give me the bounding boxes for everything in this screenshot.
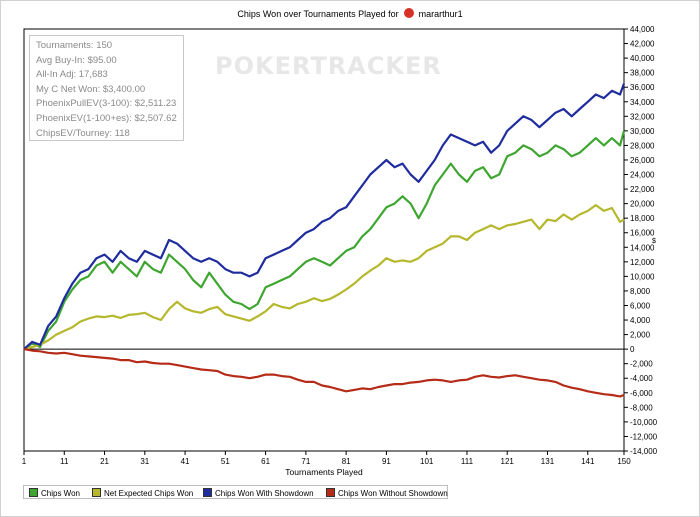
legend-item-chips-won: Chips Won	[29, 488, 80, 498]
stat-tournaments: Tournaments: 150	[36, 40, 113, 51]
x-tick-label: 101	[420, 457, 434, 466]
plot-area	[23, 28, 625, 452]
x-tick-label: 121	[501, 457, 515, 466]
y-tick-label: 30,000	[630, 127, 655, 136]
x-tick-label: 150	[617, 457, 631, 466]
y-tick-label: 42,000	[630, 40, 655, 49]
y-tick-label: 22,000	[630, 185, 655, 194]
stat-net-won: My C Net Won: $3,400.00	[36, 83, 146, 95]
y-tick-label: 2,000	[630, 331, 651, 340]
y-tick-label: 28,000	[630, 141, 655, 150]
x-tick-label: 131	[541, 457, 555, 466]
x-tick-label: 111	[461, 457, 474, 466]
legend-label-net-expected: Net Expected Chips Won	[104, 489, 194, 498]
legend-item-with-showdown: Chips Won With Showdown	[203, 488, 314, 498]
chart-title-player: mararthur1	[418, 9, 463, 19]
chart-title: Chips Won over Tournaments Played for ma…	[0, 8, 700, 19]
y-tick-label: 40,000	[630, 54, 655, 63]
y-tick-label: 6,000	[630, 301, 651, 310]
stats-box: Tournaments: 150 Avg Buy-In: $95.00 All-…	[29, 35, 184, 141]
y-unit-label: $	[652, 238, 656, 245]
x-tick-label: 71	[301, 457, 310, 466]
x-tick-label: 61	[261, 457, 270, 466]
legend-item-net-expected: Net Expected Chips Won	[92, 488, 193, 498]
stat-avg-buy-in: Avg Buy-In: $95.00	[36, 54, 117, 66]
x-tick-label: 21	[100, 457, 109, 466]
chart-title-text: Chips Won over Tournaments Played for	[237, 9, 399, 19]
y-tick-label: -6,000	[630, 389, 653, 398]
y-tick-label: 44,000	[630, 25, 655, 34]
x-axis-label: Tournaments Played	[285, 467, 363, 477]
legend: Chips Won Net Expected Chips Won Chips W…	[23, 485, 448, 499]
x-tick-label: 1	[22, 457, 27, 466]
y-tick-label: -2,000	[630, 360, 653, 369]
y-tick-label: -8,000	[630, 403, 653, 412]
x-tick-label: 81	[342, 457, 351, 466]
y-tick-label: 18,000	[630, 214, 655, 223]
y-tick-label: 0	[630, 345, 635, 354]
x-tick-label: 41	[181, 457, 190, 466]
x-tick-label: 31	[140, 457, 149, 466]
legend-swatch-chips-won	[29, 488, 38, 497]
y-tick-label: -10,000	[630, 418, 658, 427]
legend-swatch-net-expected	[92, 488, 101, 497]
y-tick-label: 36,000	[630, 83, 655, 92]
legend-swatch-without-showdown	[326, 488, 335, 497]
y-tick-label: 8,000	[630, 287, 651, 296]
x-tick-label: 11	[60, 457, 69, 466]
legend-label-without-showdown: Chips Won Without Showdown	[338, 489, 448, 498]
stat-all-in-adj: All-In Adj: 17,683	[36, 69, 108, 81]
legend-swatch-with-showdown	[203, 488, 212, 497]
x-tick-label: 51	[221, 457, 230, 466]
stat-phoenix-pull-ev: PhoenixPullEV(3-100): $2,511.23	[36, 98, 177, 110]
y-tick-label: -14,000	[630, 447, 658, 456]
y-tick-label: 24,000	[630, 171, 655, 180]
legend-item-without-showdown: Chips Won Without Showdown	[326, 488, 448, 498]
y-tick-label: 34,000	[630, 98, 655, 107]
y-tick-label: 4,000	[630, 316, 651, 325]
series-line-1	[23, 204, 625, 351]
y-tick-label: 14,000	[630, 243, 655, 252]
series-line-2	[23, 83, 626, 350]
x-tick-label: 141	[581, 457, 595, 466]
x-tick-label: 91	[382, 457, 391, 466]
series-line-0	[23, 130, 626, 350]
pokertracker-watermark: POKERTRACKER	[215, 52, 442, 80]
y-tick-label: 12,000	[630, 258, 655, 267]
y-tick-label: 20,000	[630, 200, 655, 209]
series-line-3	[23, 348, 625, 398]
pokertracker-logo-icon	[404, 8, 415, 18]
stat-chips-ev: ChipsEV/Tourney: 118	[36, 127, 130, 139]
y-tick-label: 10,000	[630, 272, 655, 281]
legend-label-chips-won: Chips Won	[41, 489, 80, 498]
y-tick-label: 38,000	[630, 69, 655, 78]
y-tick-label: 26,000	[630, 156, 655, 165]
y-tick-label: 32,000	[630, 112, 655, 121]
y-tick-label: 16,000	[630, 229, 655, 238]
legend-label-with-showdown: Chips Won With Showdown	[215, 489, 314, 498]
y-tick-label: -12,000	[630, 432, 658, 441]
stat-phoenix-ev: PhoenixEV(1-100+es): $2,507.62	[36, 112, 177, 124]
y-tick-label: -4,000	[630, 374, 653, 383]
